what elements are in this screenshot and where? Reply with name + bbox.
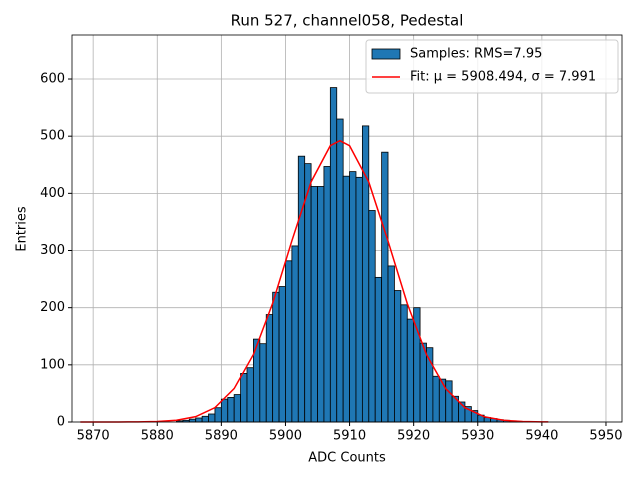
x-tick-label: 5940 xyxy=(525,429,558,444)
bar xyxy=(329,87,338,423)
x-tick-label: 5910 xyxy=(333,429,366,444)
x-tick-label: 5930 xyxy=(461,429,494,444)
y-axis-label: Entries xyxy=(15,206,30,252)
legend: Samples: RMS=7.95 Fit: μ = 5908.494, σ = … xyxy=(365,39,619,94)
bar xyxy=(208,413,216,423)
fit-line xyxy=(80,139,549,423)
bar xyxy=(394,290,402,423)
bar xyxy=(304,163,312,423)
bar xyxy=(227,397,235,423)
bar xyxy=(246,367,254,423)
bar xyxy=(317,186,325,423)
x-tick-label: 5890 xyxy=(205,429,238,444)
y-tick-label: 400 xyxy=(40,186,65,201)
bar xyxy=(201,415,209,423)
legend-box xyxy=(365,39,619,94)
bar xyxy=(259,343,267,423)
bar xyxy=(419,342,427,423)
bar xyxy=(188,418,197,423)
bar xyxy=(336,118,344,423)
bar xyxy=(310,186,318,423)
x-tick-label: 5950 xyxy=(589,429,622,444)
bar xyxy=(355,176,363,423)
y-tick-label: 300 xyxy=(40,243,65,258)
bar xyxy=(381,151,389,423)
y-tick-label: 500 xyxy=(40,129,65,144)
x-tick-label: 5880 xyxy=(141,429,174,444)
bar xyxy=(368,210,376,423)
legend-label: Fit: μ = 5908.494, σ = 7.991 xyxy=(410,70,596,85)
plot-frame xyxy=(71,34,623,423)
x-tick-label: 5900 xyxy=(269,429,302,444)
bar xyxy=(233,394,241,423)
y-tick-label: 0 xyxy=(57,415,65,430)
bar xyxy=(278,286,286,423)
y-tick-label: 600 xyxy=(40,72,65,87)
bar xyxy=(323,166,331,423)
bar xyxy=(214,407,222,423)
bar xyxy=(374,276,383,423)
bar xyxy=(220,398,229,423)
bar xyxy=(432,375,440,423)
legend-label: Samples: RMS=7.95 xyxy=(410,47,542,62)
x-axis-label: ADC Counts xyxy=(308,451,386,466)
bar xyxy=(349,171,357,423)
bar xyxy=(272,291,280,423)
x-tick-label: 5870 xyxy=(77,429,110,444)
bar xyxy=(285,260,293,423)
bar xyxy=(297,155,306,423)
legend-swatch xyxy=(371,48,401,60)
bar xyxy=(265,314,274,423)
bar xyxy=(400,304,408,423)
bar xyxy=(291,245,299,423)
bar xyxy=(387,265,395,423)
y-tick-label: 100 xyxy=(40,357,65,372)
bar xyxy=(240,373,248,423)
bar xyxy=(342,175,350,423)
y-tick-label: 200 xyxy=(40,300,65,315)
bar xyxy=(445,380,453,423)
bar xyxy=(195,417,203,423)
chart-title: Run 527, channel058, Pedestal xyxy=(231,12,464,30)
bar xyxy=(406,318,415,423)
x-tick-label: 5920 xyxy=(397,429,430,444)
